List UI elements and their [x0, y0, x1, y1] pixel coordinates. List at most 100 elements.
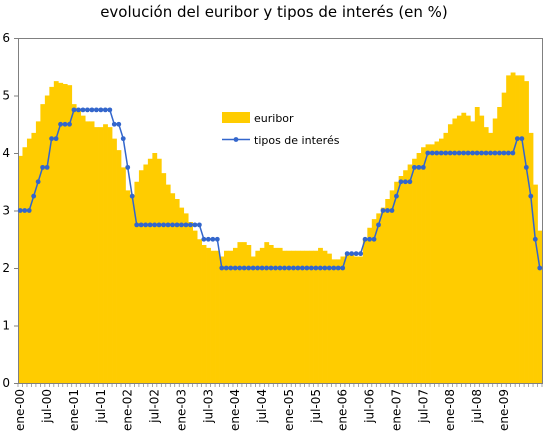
euribor-bar: [237, 242, 243, 383]
tipos-point: [488, 150, 493, 156]
euribor-bar: [161, 173, 167, 383]
euribor-bar: [183, 213, 189, 384]
euribor-bar: [434, 141, 440, 383]
tipos-point: [232, 265, 238, 271]
tipos-point: [317, 265, 323, 271]
legend-label-euribor: euribor: [254, 112, 294, 125]
euribor-bar: [255, 250, 261, 383]
euribor-bar: [197, 239, 202, 383]
tipos-point: [304, 265, 310, 271]
euribor-bar: [138, 170, 144, 383]
tipos-point: [331, 265, 337, 271]
euribor-bar: [18, 155, 23, 384]
euribor-bar: [309, 250, 314, 383]
tipos-point: [31, 193, 37, 199]
euribor-bar: [506, 75, 511, 384]
euribor-bar: [103, 124, 108, 383]
euribor-bar: [528, 132, 534, 384]
tipos-point: [358, 251, 364, 257]
euribor-bar: [188, 222, 194, 383]
euribor-bar: [488, 132, 494, 384]
euribor-bar: [44, 95, 50, 383]
tipos-point: [76, 107, 81, 113]
euribor-bar: [483, 127, 489, 384]
tipos-point: [196, 222, 202, 228]
x-tick-label: ene-05: [282, 389, 296, 431]
tipos-point: [340, 265, 346, 271]
euribor-bar: [300, 250, 305, 383]
tipos-point: [17, 208, 23, 213]
euribor-bar: [174, 199, 180, 383]
euribor-bar: [403, 170, 408, 383]
euribor-bar: [327, 253, 332, 384]
euribor-bar: [53, 81, 59, 384]
euribor-bar: [129, 196, 135, 384]
euribor-bar: [524, 81, 529, 384]
tipos-line-layer: [17, 107, 543, 271]
euribor-bar: [206, 247, 211, 384]
tipos-point: [474, 150, 480, 156]
tipos-point: [497, 150, 502, 156]
euribor-bar: [340, 256, 346, 383]
tipos-point: [205, 236, 211, 242]
tipos-point: [98, 107, 104, 113]
euribor-bar: [412, 158, 417, 383]
x-tick-label: ene-00: [13, 389, 27, 431]
tipos-point: [214, 236, 220, 242]
euribor-bar: [367, 227, 373, 383]
tipos-point: [107, 107, 113, 113]
tipos-point: [134, 222, 140, 228]
tipos-point: [537, 265, 543, 271]
euribor-bar: [335, 259, 341, 384]
euribor-bar: [501, 92, 507, 384]
tipos-point: [362, 236, 368, 242]
euribor-bar: [479, 115, 485, 384]
tipos-point: [277, 265, 283, 271]
tipos-point: [461, 150, 467, 156]
euribor-bar: [49, 86, 55, 384]
tipos-point: [470, 150, 475, 156]
tipos-point: [425, 150, 431, 156]
x-tick-label: ene-04: [228, 389, 242, 431]
euribor-bar: [58, 82, 64, 383]
x-tick-label: ene-06: [336, 389, 350, 431]
x-tick-label: jul-01: [94, 389, 108, 424]
euribor-bar: [241, 242, 247, 383]
x-tick-label: jul-07: [416, 389, 430, 424]
euribor-bar: [492, 118, 498, 383]
tipos-point: [349, 251, 355, 257]
euribor-bar: [98, 127, 104, 384]
tipos-point: [170, 222, 175, 228]
tipos-point: [456, 150, 462, 156]
tipos-point: [165, 222, 171, 228]
tipos-point: [465, 150, 471, 156]
euribor-bar: [62, 84, 68, 383]
euribor-bar: [533, 184, 538, 383]
euribor-bar: [385, 199, 391, 383]
tipos-point: [528, 193, 534, 199]
tipos-point: [420, 164, 426, 170]
euribor-bar: [282, 250, 288, 383]
euribor-bar: [246, 245, 252, 383]
euribor-bar: [362, 239, 368, 383]
tipos-point: [403, 179, 408, 185]
euribor-bar: [112, 138, 117, 384]
tipos-point: [143, 222, 149, 228]
x-tick-label: jul-05: [309, 389, 323, 424]
euribor-bar: [344, 253, 350, 384]
euribor-bar: [76, 109, 82, 384]
euribor-bar: [353, 256, 359, 383]
euribor-bar: [264, 242, 270, 383]
tipos-point: [259, 265, 265, 271]
euribor-bar: [273, 247, 279, 384]
euribor-bar: [313, 250, 319, 383]
tipos-point: [147, 222, 153, 228]
tipos-point: [326, 265, 332, 271]
euribor-bar: [331, 259, 337, 384]
x-tick-label: ene-03: [174, 389, 188, 431]
tipos-point: [308, 265, 314, 271]
tipos-point: [152, 222, 158, 228]
tipos-point: [523, 164, 529, 170]
euribor-bar: [349, 253, 355, 384]
